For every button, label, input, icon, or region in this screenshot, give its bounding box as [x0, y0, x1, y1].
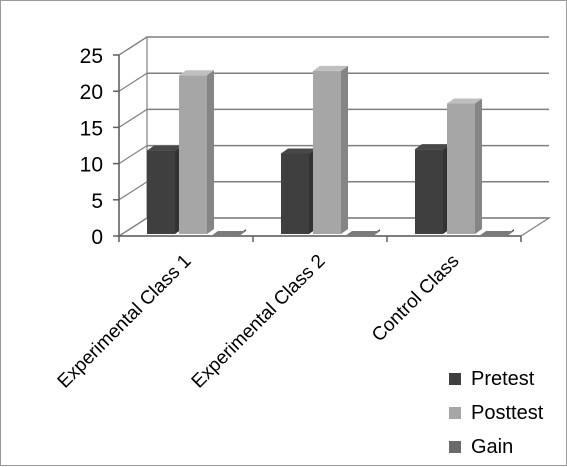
x-category-label: Experimental Class 2: [188, 251, 330, 393]
bar-front: [447, 103, 475, 235]
bar: [179, 70, 214, 234]
bar: [415, 144, 450, 234]
bar-top: [415, 144, 450, 150]
bar: [313, 65, 348, 234]
bar-front: [281, 153, 309, 234]
axes: [113, 54, 522, 242]
bar: [447, 98, 482, 235]
bars: [147, 65, 514, 236]
y-tick-label: 0: [91, 226, 103, 249]
y-tick-label: 25: [80, 45, 103, 68]
bar: [281, 148, 316, 234]
bar-side: [341, 65, 348, 234]
legend-label: Posttest: [471, 402, 544, 424]
y-tick-label: 5: [91, 190, 103, 213]
legend: Pretest Posttest Gain: [449, 368, 544, 458]
wall-gridline: [118, 145, 148, 165]
chart-side-wall: [118, 35, 148, 238]
y-tick-label: 20: [80, 81, 103, 104]
bar-front: [415, 149, 443, 234]
wall-gridline: [118, 36, 148, 56]
wall-gridline: [118, 72, 148, 92]
bar-top: [179, 70, 214, 76]
bar-top: [447, 98, 482, 104]
legend-swatch: [449, 407, 461, 419]
y-tick-label: 15: [80, 117, 103, 140]
wall-gridline: [118, 181, 148, 201]
legend-swatch: [449, 373, 461, 385]
bar-top: [345, 231, 380, 236]
bar-top: [211, 231, 246, 236]
bar: [479, 229, 514, 236]
bar-front: [147, 150, 175, 234]
x-category-label: Control Class: [368, 251, 463, 346]
wall-gridline: [118, 217, 148, 237]
y-tick-label: 10: [80, 154, 103, 177]
x-category-label: Experimental Class 1: [54, 251, 196, 393]
wall-gridline: [118, 108, 148, 128]
bar-top: [281, 148, 316, 154]
bar-side: [207, 70, 214, 234]
bar-top: [313, 65, 348, 71]
legend-swatch: [449, 441, 461, 453]
bar-top: [479, 231, 514, 236]
legend-label: Pretest: [471, 368, 535, 390]
bar: [211, 229, 246, 236]
bar-front: [313, 70, 341, 234]
bar-front: [179, 75, 207, 234]
bar: [345, 229, 380, 236]
legend-label: Gain: [471, 436, 513, 458]
bar: [147, 145, 182, 234]
bar-side: [475, 98, 482, 235]
y-axis-ticks: 0 5 10 15 20 25: [80, 45, 103, 249]
bar-top: [147, 145, 182, 151]
